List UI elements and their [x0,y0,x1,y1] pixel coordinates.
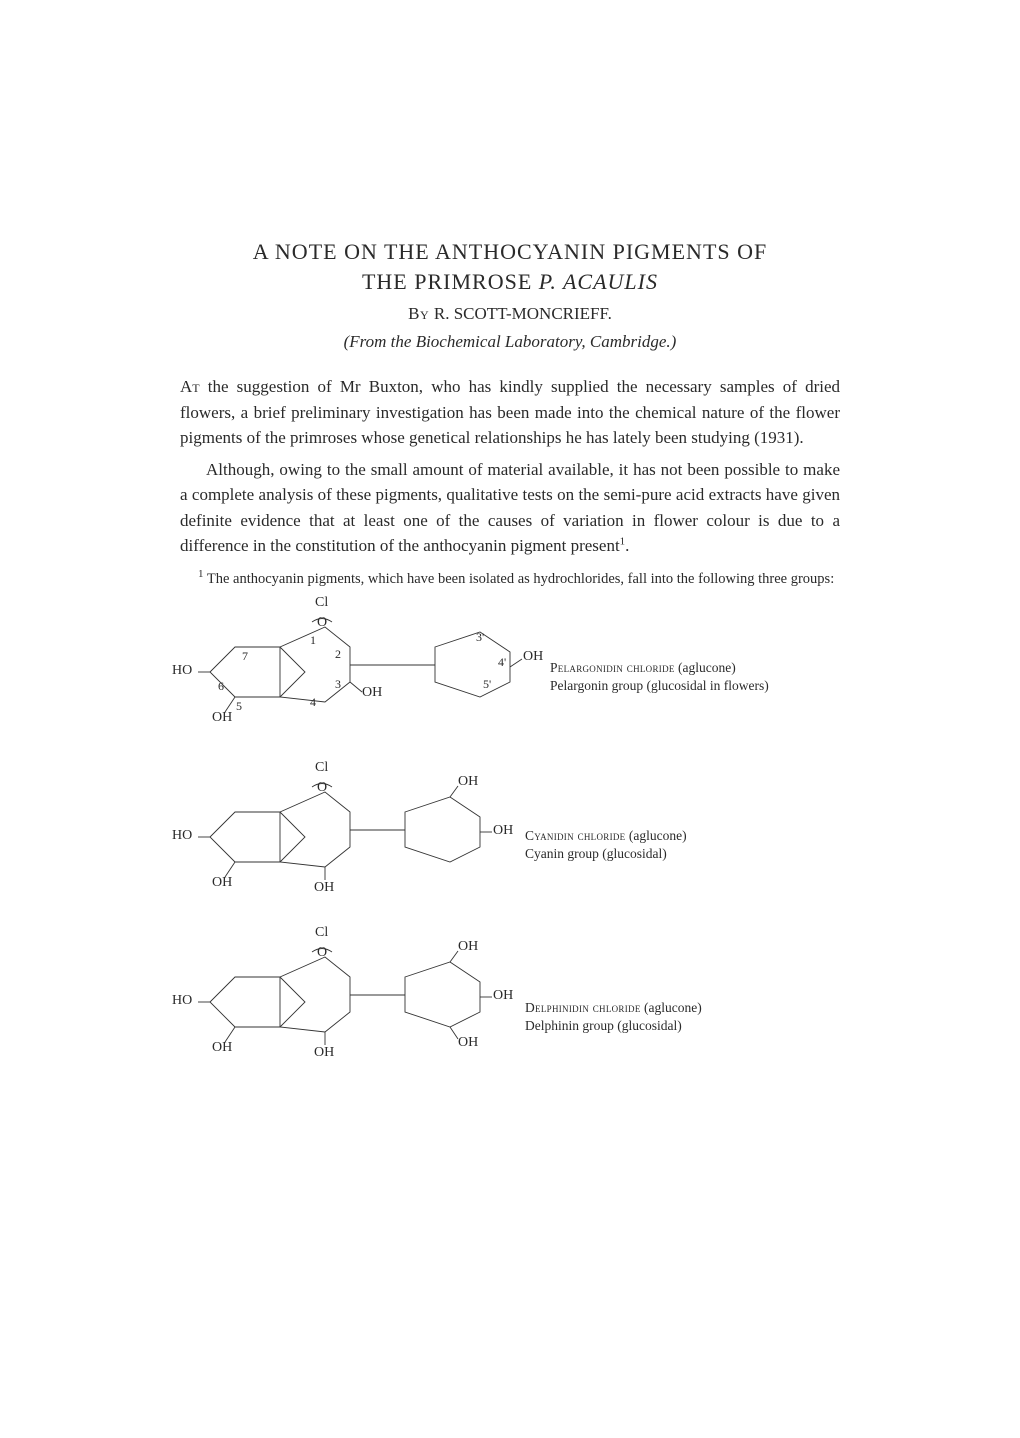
caption-sub-2: Cyanin group (glucosidal) [525,846,667,861]
title-line-1: A NOTE ON THE ANTHOCYANIN PIGMENTS OF [253,239,768,264]
para2-end: . [625,536,629,555]
num-4p: 4' [498,655,506,670]
byline-author: R. SCOTT-MONCRIEFF. [434,304,612,323]
ho-label-2: HO [172,828,192,844]
title-species: P. ACAULIS [539,269,658,294]
oh-5-label: OH [212,710,232,726]
footnote-1: 1 The anthocyanin pigments, which have b… [180,567,840,589]
o-label: O [317,615,327,631]
num-6: 6 [218,679,224,694]
cl-label: Cl [315,595,328,611]
structure-delphinidin: Cl O HO OH OH OH OH OH Delphinidin chlor… [180,927,840,1092]
caption-name-1: Pelargonidin chloride [550,660,675,675]
oh-3-label-2: OH [314,880,334,896]
pelargonidin-svg [180,597,550,762]
caption-name-2: Cyanidin chloride [525,828,625,843]
ho-label-3: HO [172,993,192,1009]
para1-rest: the suggestion of Mr Buxton, who has kin… [180,377,840,447]
num-4: 4 [310,695,316,710]
num-5p: 5' [483,677,491,692]
oh-5p-label-3: OH [458,1035,478,1051]
cl-label-3: Cl [315,925,328,941]
num-1: 1 [310,633,316,648]
oh-4p-label: OH [523,649,543,665]
num-5: 5 [236,699,242,714]
structure-cyanidin: Cl O HO OH OH OH OH Cyanidin chloride (a… [180,762,840,927]
num-2: 2 [335,647,341,662]
affiliation: (From the Biochemical Laboratory, Cambri… [180,332,840,352]
para1-lead: At [180,377,208,396]
paragraph-1: At the suggestion of Mr Buxton, who has … [180,374,840,451]
para2-text: Although, owing to the small amount of m… [180,460,840,556]
oh-3p-label-2: OH [458,774,478,790]
o-label-3: O [317,945,327,961]
byline: By R. SCOTT-MONCRIEFF. [180,304,840,324]
paragraph-2: Although, owing to the small amount of m… [180,457,840,559]
caption-sub-3: Delphinin group (glucosidal) [525,1018,682,1033]
caption-par-1: (aglucone) [675,660,736,675]
structure-pelargonidin: Cl O HO OH OH OH 1 2 3 4 5 6 7 3' 4' 5' … [180,597,840,762]
o-label-2: O [317,780,327,796]
delphinidin-caption: Delphinidin chloride (aglucone) Delphini… [525,999,702,1034]
oh-5-label-3: OH [212,1040,232,1056]
cyanidin-caption: Cyanidin chloride (aglucone) Cyanin grou… [525,827,687,862]
ho-label: HO [172,663,192,679]
num-3p: 3' [476,630,484,645]
pelargonidin-caption: Pelargonidin chloride (aglucone) Pelargo… [550,659,769,694]
num-3: 3 [335,677,341,692]
oh-5-label-2: OH [212,875,232,891]
caption-name-3: Delphinidin chloride [525,1000,641,1015]
oh-4p-label-3: OH [493,988,513,1004]
title-line-2a: THE PRIMROSE [362,269,539,294]
num-7: 7 [242,649,248,664]
delphinidin-svg [180,927,550,1092]
caption-sub-1: Pelargonin group (glucosidal in flowers) [550,678,769,693]
article-title: A NOTE ON THE ANTHOCYANIN PIGMENTS OF TH… [180,237,840,296]
oh-3-label: OH [362,685,382,701]
cl-label-2: Cl [315,760,328,776]
caption-par-3: (aglucone) [641,1000,702,1015]
oh-4p-label-2: OH [493,823,513,839]
byline-prefix: By [408,304,434,323]
oh-3-label-3: OH [314,1045,334,1061]
caption-par-2: (aglucone) [625,828,686,843]
cyanidin-svg [180,762,550,927]
oh-3p-label-3: OH [458,939,478,955]
chemical-structures: Cl O HO OH OH OH 1 2 3 4 5 6 7 3' 4' 5' … [180,597,840,1092]
footnote-text: The anthocyanin pigments, which have bee… [204,571,835,587]
